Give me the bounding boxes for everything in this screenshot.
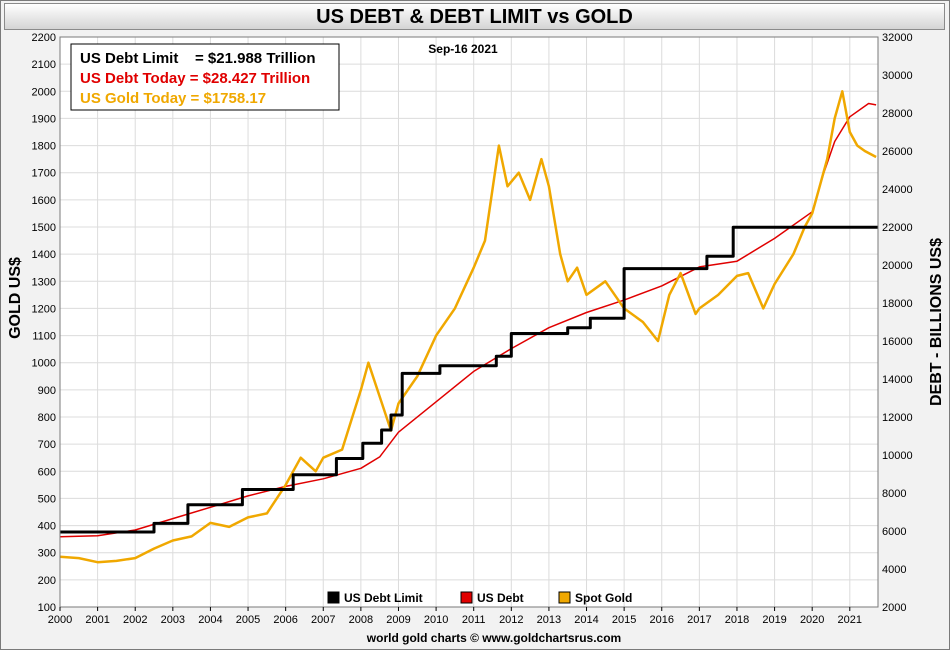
y-left-tick-label: 800 <box>38 412 56 424</box>
y-right-tick-label: 2000 <box>882 602 906 614</box>
legend-label-debt-limit: US Debt Limit <box>344 591 423 605</box>
x-tick-label: 2018 <box>725 614 749 626</box>
x-tick-label: 2015 <box>612 614 636 626</box>
y-left-tick-label: 600 <box>38 466 56 478</box>
y-right-tick-label: 4000 <box>882 564 906 576</box>
title-bar: US DEBT & DEBT LIMIT vs GOLD <box>4 3 945 30</box>
y-right-tick-label: 8000 <box>882 488 906 500</box>
y-right-tick-label: 20000 <box>882 260 913 272</box>
y-right-tick-label: 28000 <box>882 108 913 120</box>
legend-label-spot-gold: Spot Gold <box>575 591 632 605</box>
y-left-tick-label: 1800 <box>32 141 56 153</box>
x-tick-label: 2019 <box>762 614 786 626</box>
x-tick-label: 2013 <box>537 614 561 626</box>
y-right-tick-label: 22000 <box>882 222 913 234</box>
x-tick-label: 2021 <box>838 614 862 626</box>
y-left-tick-label: 700 <box>38 439 56 451</box>
info-debt-today: US Debt Today = $28.427 Trillion <box>80 70 310 87</box>
axis-ticks: 100 200 300 400 500 600 700 800 900 1000 1100 1200 1… <box>32 32 913 626</box>
y-left-tick-label: 1900 <box>32 113 56 125</box>
y-right-tick-label: 6000 <box>882 526 906 538</box>
y-right-tick-label: 10000 <box>882 450 913 462</box>
y-right-tick-label: 12000 <box>882 412 913 424</box>
y-left-tick-label: 1600 <box>32 195 56 207</box>
x-tick-label: 2000 <box>48 614 72 626</box>
legend: US Debt Limit US Debt Spot Gold <box>327 591 632 605</box>
y-left-tick-label: 2100 <box>32 59 56 71</box>
chart-title: US DEBT & DEBT LIMIT vs GOLD <box>316 6 633 28</box>
x-tick-label: 2003 <box>161 614 185 626</box>
y-left-tick-label: 1300 <box>32 276 56 288</box>
y-right-tick-label: 24000 <box>882 184 913 196</box>
y-left-tick-label: 1400 <box>32 249 56 261</box>
y-right-tick-label: 14000 <box>882 374 913 386</box>
y-left-tick-label: 1100 <box>32 331 56 343</box>
legend-swatch-us-debt <box>460 591 473 604</box>
legend-swatch-debt-limit <box>327 591 340 604</box>
info-box-frame <box>70 43 340 111</box>
x-tick-label: 2001 <box>85 614 109 626</box>
y-left-tick-label: 2000 <box>32 86 56 98</box>
y-left-tick-label: 400 <box>38 521 56 533</box>
info-gold-today: US Gold Today = $1758.17 <box>80 90 266 107</box>
x-tick-label: 2007 <box>311 614 335 626</box>
info-box: US Debt Limit = $21.988 Trillion US Debt… <box>70 43 340 111</box>
plot-area <box>60 37 878 607</box>
x-tick-label: 2017 <box>687 614 711 626</box>
series-line-spot-gold <box>59 90 877 564</box>
y-right-tick-label: 16000 <box>882 336 913 348</box>
x-tick-label: 2005 <box>236 614 260 626</box>
x-tick-label: 2006 <box>273 614 297 626</box>
y-left-tick-label: 2200 <box>32 32 56 44</box>
x-tick-label: 2002 <box>123 614 147 626</box>
x-tick-label: 2010 <box>424 614 448 626</box>
legend-label-us-debt: US Debt <box>477 591 524 605</box>
y-right-tick-label: 30000 <box>882 70 913 82</box>
x-tick-label: 2014 <box>574 614 598 626</box>
series-layer <box>59 90 878 564</box>
x-tick-label: 2004 <box>198 614 222 626</box>
y-left-tick-label: 1000 <box>32 358 56 370</box>
plot-border <box>59 36 879 608</box>
x-tick-label: 2008 <box>349 614 373 626</box>
y-left-tick-label: 500 <box>38 493 56 505</box>
x-tick-label: 2020 <box>800 614 824 626</box>
legend-swatch-spot-gold <box>558 591 571 604</box>
date-label: Sep-16 2021 <box>428 42 498 56</box>
y-right-tick-label: 26000 <box>882 146 913 158</box>
y-left-tick-label: 1500 <box>32 222 56 234</box>
x-tick-label: 2009 <box>386 614 410 626</box>
y-left-tick-label: 300 <box>38 548 56 560</box>
x-tick-label: 2012 <box>499 614 523 626</box>
y-left-tick-label: 1200 <box>32 303 56 315</box>
y-axis-right-label: DEBT - BILLIONS US$ <box>928 238 945 406</box>
info-debt-limit: US Debt Limit = $21.988 Trillion <box>80 50 316 67</box>
y-axis-left-label: GOLD US$ <box>7 257 24 339</box>
y-left-tick-label: 200 <box>38 575 56 587</box>
grid-lines <box>60 37 878 607</box>
x-tick-label: 2011 <box>462 614 486 626</box>
y-right-tick-label: 18000 <box>882 298 913 310</box>
y-left-tick-label: 100 <box>38 602 56 614</box>
y-left-tick-label: 900 <box>38 385 56 397</box>
credit-text: world gold charts © www.goldchartsrus.co… <box>366 631 621 645</box>
y-right-tick-label: 32000 <box>882 32 913 44</box>
x-tick-label: 2016 <box>650 614 674 626</box>
series-line-us-debt-limit <box>60 225 878 534</box>
y-left-tick-label: 1700 <box>32 168 56 180</box>
